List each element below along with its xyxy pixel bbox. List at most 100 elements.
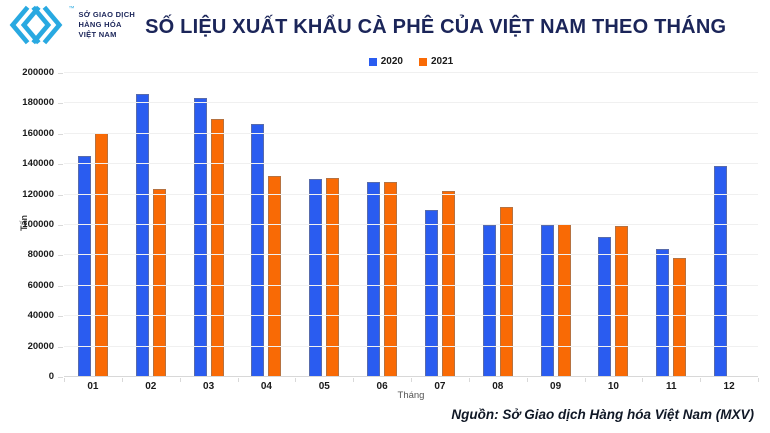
y-tick-label: 60000 [27, 279, 54, 291]
y-tick-mark [58, 316, 63, 318]
gridline [64, 132, 758, 134]
bar-2021-06 [384, 181, 398, 377]
y-tick-mark [58, 194, 63, 196]
y-tick-mark [58, 346, 63, 348]
x-tick-mark [179, 378, 181, 382]
bar-group-01 [64, 73, 122, 377]
bar-2020-08 [482, 225, 496, 377]
y-tick-mark [58, 103, 63, 105]
bar-2021-04 [268, 175, 282, 377]
x-tick-label: 04 [260, 381, 272, 392]
bar-group-09 [527, 73, 585, 377]
bar-2020-09 [540, 225, 554, 377]
x-tick-label: 07 [434, 381, 446, 392]
y-tick-mark [58, 285, 63, 287]
bar-series-container [64, 73, 758, 377]
gridline [64, 376, 758, 377]
bar-group-08 [469, 73, 527, 377]
legend-label-2021: 2021 [431, 56, 454, 67]
y-tick-label: 160000 [22, 127, 54, 139]
bar-group-03 [180, 73, 238, 377]
trademark-symbol: ™ [68, 6, 75, 12]
x-tick-mark [468, 378, 470, 382]
gridline [64, 163, 758, 165]
x-tick-label: 09 [550, 381, 562, 392]
gridline [64, 315, 758, 317]
bar-2020-11 [656, 249, 670, 377]
legend-label-2020: 2020 [380, 56, 403, 67]
y-tick-label: 80000 [27, 249, 54, 261]
bar-2020-04 [251, 123, 265, 377]
x-tick-mark [526, 378, 528, 382]
bar-group-04 [237, 73, 295, 377]
x-tick-mark [295, 378, 297, 382]
y-tick-label: 40000 [27, 310, 54, 322]
y-tick-mark [58, 377, 63, 378]
y-tick-label: 140000 [22, 158, 54, 170]
page-header: ™ SỞ GIAO DỊCH HÀNG HÓA VIỆT NAM SỐ LIỆU… [8, 4, 726, 51]
page-title: SỐ LIỆU XUẤT KHẨU CÀ PHÊ CỦA VIỆT NAM TH… [145, 16, 727, 38]
x-tick-mark [758, 378, 759, 382]
bar-2020-12 [714, 165, 728, 377]
x-tick-label: 12 [723, 381, 735, 392]
y-tick-mark [58, 73, 63, 74]
bar-2020-01 [77, 155, 91, 377]
legend-swatch-2021 [419, 57, 427, 66]
x-tick-mark [237, 378, 239, 382]
x-tick-mark [584, 378, 586, 382]
bar-2021-05 [326, 177, 340, 377]
x-tick-mark [353, 378, 355, 382]
bar-2020-10 [598, 237, 612, 377]
bar-group-02 [122, 73, 180, 377]
bar-2021-10 [615, 225, 629, 377]
gridline [64, 193, 758, 195]
x-tick-label: 05 [318, 381, 330, 392]
bar-2020-07 [424, 209, 438, 377]
bar-group-06 [353, 73, 411, 377]
legend-swatch-2020 [368, 57, 377, 66]
gridline [64, 224, 758, 225]
x-tick-mark [642, 378, 644, 382]
mxv-logo-text: SỞ GIAO DỊCH HÀNG HÓA VIỆT NAM [78, 10, 136, 40]
mxv-logo: ™ SỞ GIAO DỊCH HÀNG HÓA VIỆT NAM [8, 4, 135, 51]
x-tick-label: 03 [203, 381, 215, 392]
y-tick-mark [58, 255, 63, 257]
gridline [64, 102, 758, 104]
bar-group-12 [700, 73, 758, 377]
bar-2021-07 [441, 190, 455, 377]
mxv-logo-icon: ™ [8, 4, 74, 51]
y-tick-mark [58, 164, 63, 166]
chart-legend: 2020 2021 [64, 56, 758, 67]
bar-2021-08 [499, 206, 513, 377]
bar-group-10 [584, 73, 642, 377]
bar-2020-05 [309, 178, 323, 377]
y-tick-label: 200000 [22, 67, 54, 78]
y-tick-label: 0 [48, 371, 54, 382]
bar-group-11 [642, 73, 700, 377]
bar-2020-03 [193, 98, 207, 377]
x-tick-label: 11 [665, 381, 677, 392]
legend-item-2020: 2020 [368, 56, 403, 67]
x-axis-title: Tháng [397, 390, 425, 401]
y-tick-label: 120000 [22, 188, 54, 200]
gridline [64, 254, 758, 256]
x-tick-mark [700, 378, 702, 382]
x-tick-label: 10 [607, 381, 619, 392]
x-tick-mark [64, 378, 65, 382]
gridline [64, 284, 758, 286]
bar-group-05 [295, 73, 353, 377]
bar-2021-02 [152, 189, 166, 377]
gridline [64, 72, 758, 73]
y-tick-mark [58, 225, 63, 226]
x-tick-label: 01 [87, 381, 99, 392]
x-tick-label: 06 [376, 381, 388, 392]
gridline [64, 345, 758, 347]
y-tick-label: 180000 [22, 97, 54, 109]
bar-2021-09 [557, 224, 571, 377]
source-note: Nguồn: Sở Giao dịch Hàng hóa Việt Nam (M… [451, 407, 754, 422]
bar-2021-11 [673, 258, 687, 377]
y-tick-mark [58, 133, 63, 135]
bar-group-07 [411, 73, 469, 377]
x-tick-label: 08 [492, 381, 504, 392]
